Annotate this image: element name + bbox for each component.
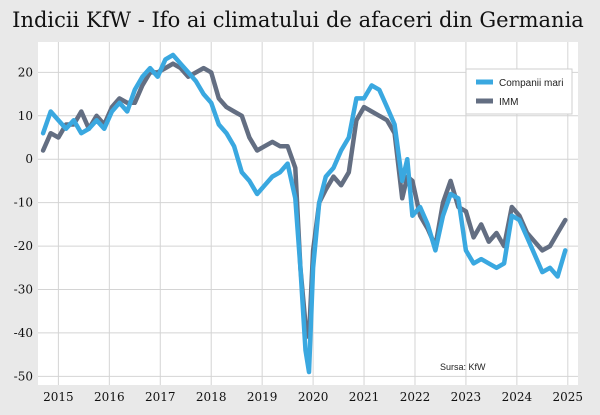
y-tick-label: -50 bbox=[14, 369, 33, 383]
x-tick-label: 2022 bbox=[400, 390, 431, 404]
x-tick-label: 2021 bbox=[349, 390, 380, 404]
series-lines bbox=[40, 52, 568, 375]
x-tick-label: 2025 bbox=[553, 390, 584, 404]
y-tick-label: -20 bbox=[14, 239, 33, 253]
y-tick-label: -30 bbox=[14, 282, 33, 296]
y-tick-label: 10 bbox=[18, 109, 33, 123]
gridlines bbox=[38, 42, 578, 385]
x-tick-label: 2016 bbox=[94, 390, 125, 404]
legend-box bbox=[465, 68, 573, 115]
series-line-imm bbox=[40, 61, 568, 340]
y-tick-label: -40 bbox=[14, 326, 33, 340]
series-line-companii-mari bbox=[40, 52, 568, 375]
axis-ticks: 20 10 0 -10 -20 -30 -40 -50 2015 2016 2017 2018 2019… bbox=[14, 65, 583, 404]
y-tick-label: -10 bbox=[14, 196, 33, 210]
legend-label-companii-mari: Companii mari bbox=[499, 78, 563, 89]
x-tick-label: 2020 bbox=[298, 390, 329, 404]
x-tick-label: 2019 bbox=[247, 390, 278, 404]
y-tick-label: 20 bbox=[18, 65, 33, 79]
chart-title: Indicii KfW - Ifo ai climatului de aface… bbox=[12, 8, 584, 32]
x-tick-label: 2017 bbox=[145, 390, 176, 404]
x-tick-label: 2015 bbox=[43, 390, 74, 404]
x-tick-label: 2018 bbox=[196, 390, 227, 404]
x-tick-label: 2024 bbox=[502, 390, 533, 404]
legend-label-imm: IMM bbox=[499, 97, 518, 108]
legend: Companii mari IMM bbox=[465, 68, 573, 115]
source-note: Sursa: KfW bbox=[440, 362, 486, 372]
y-tick-label: 0 bbox=[25, 152, 33, 166]
x-tick-label: 2023 bbox=[451, 390, 482, 404]
